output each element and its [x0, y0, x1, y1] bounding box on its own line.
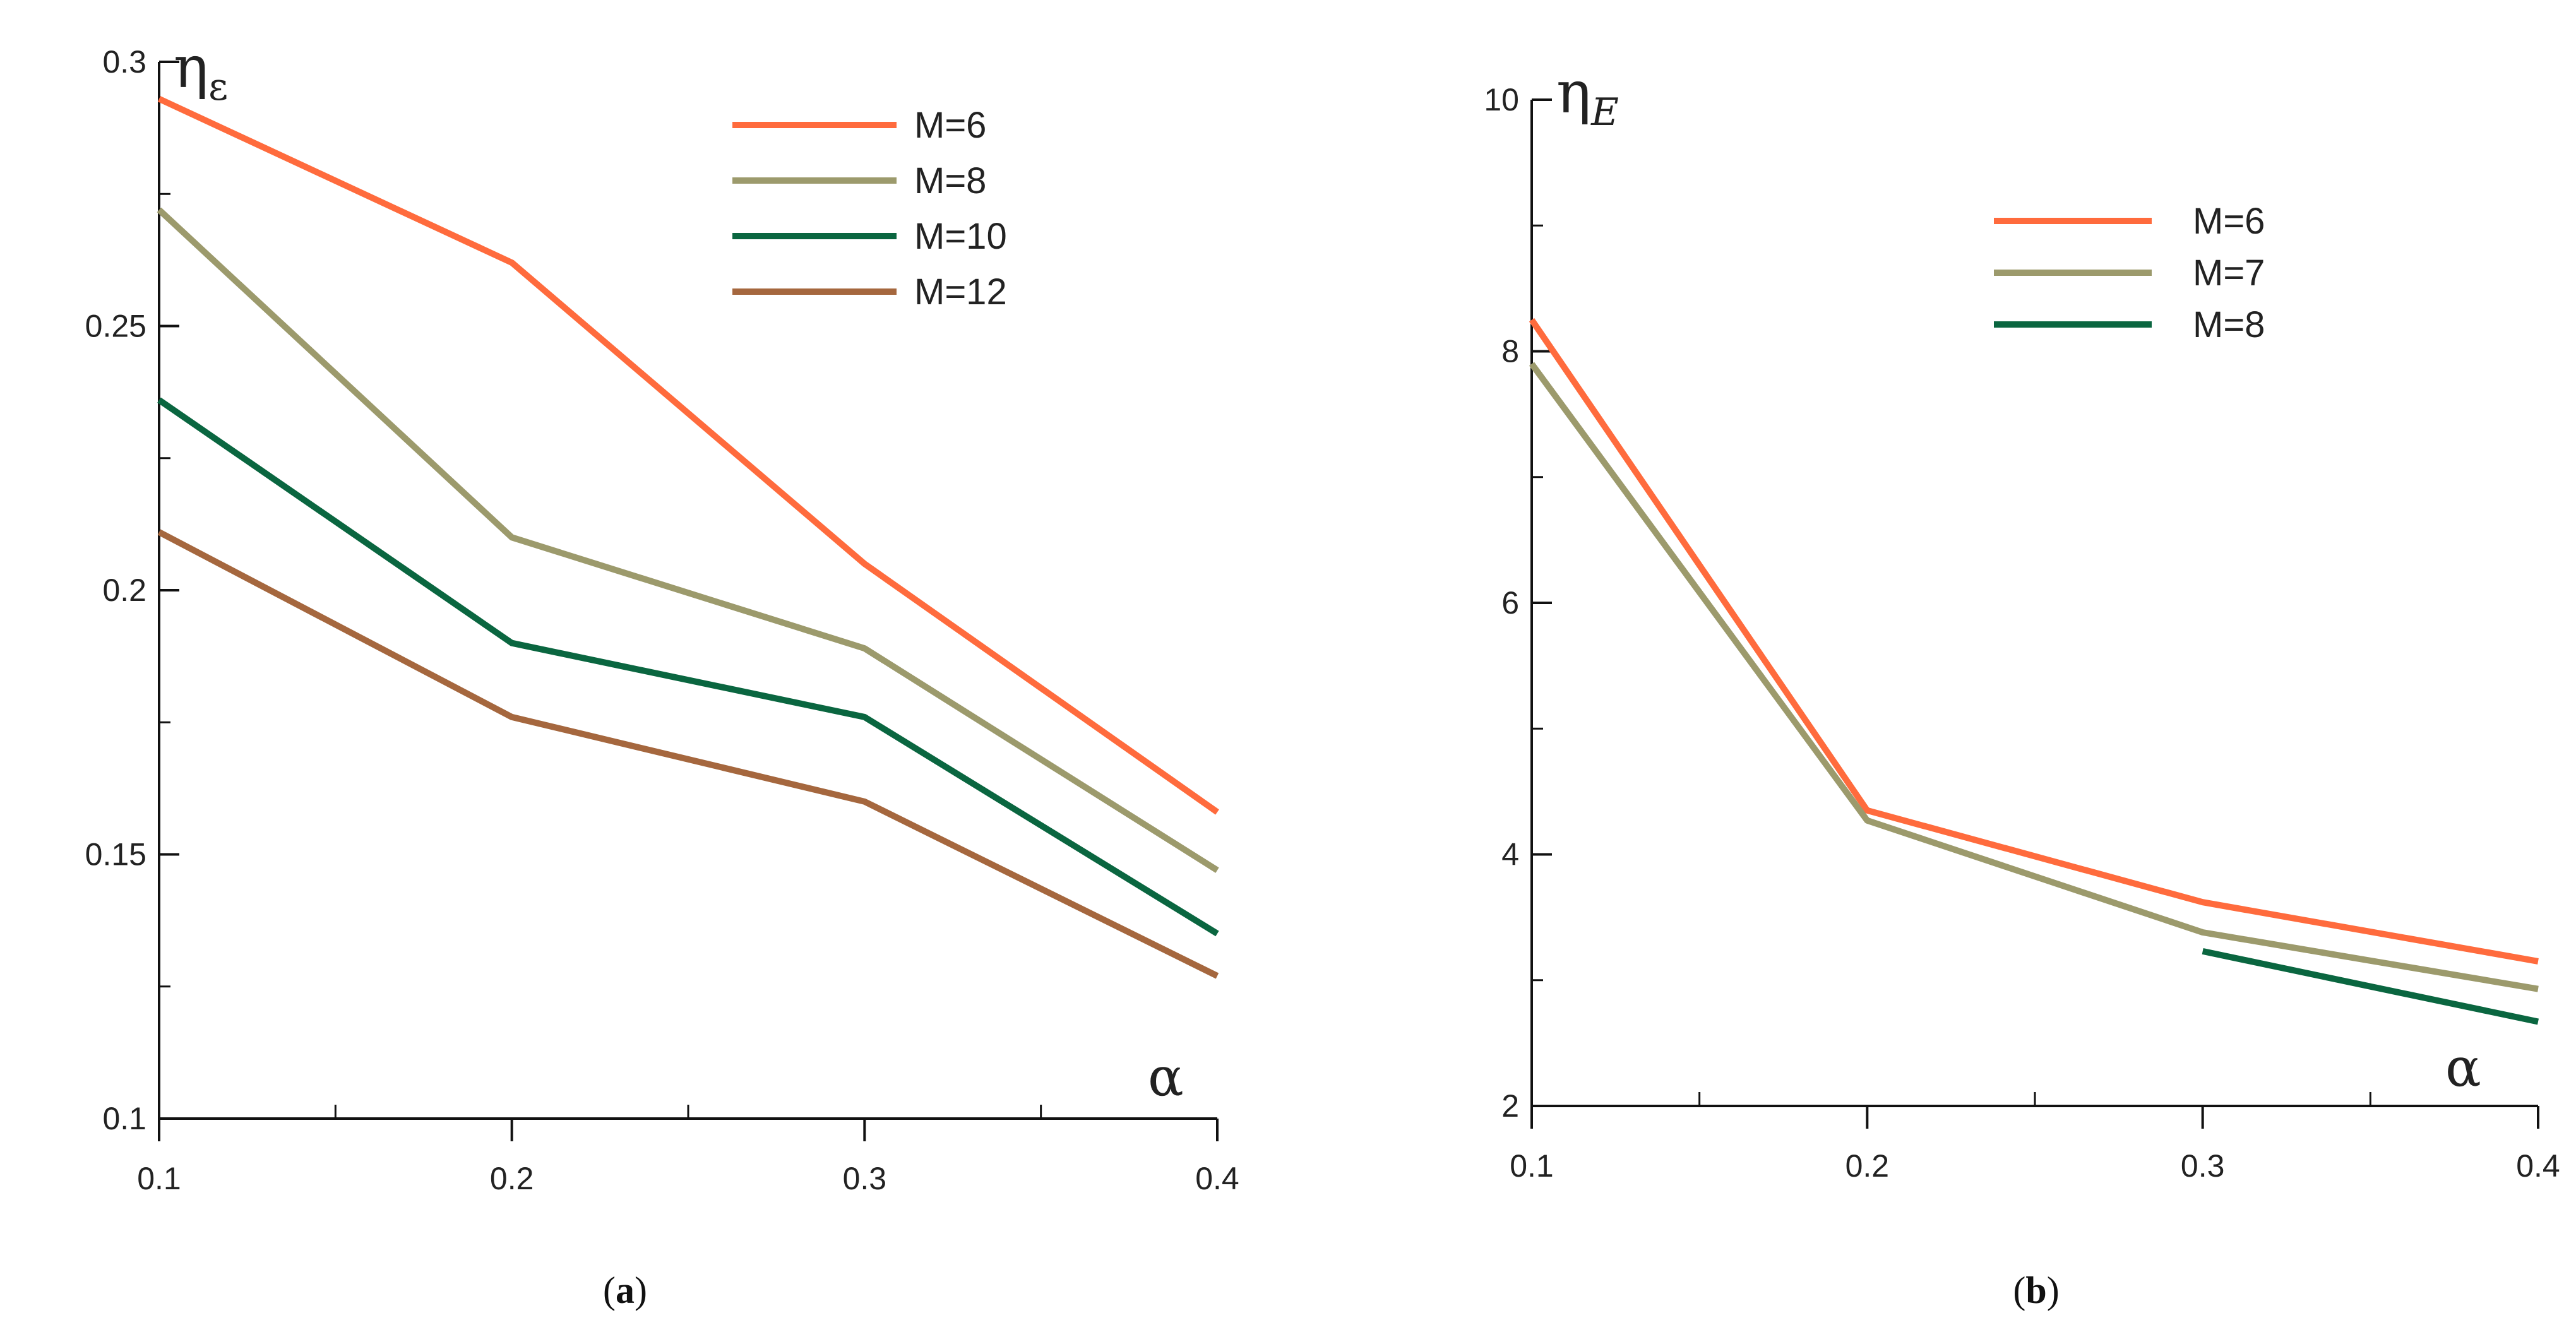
- chart-a: 0.1 0.15 0.2 0.25 0.3 0.1 0.2 0.3 0.4 ηε α M=6 M=8 M=…: [85, 33, 1239, 1311]
- series-line-m-8: [2202, 948, 2539, 1025]
- panel-caption-close: ): [2047, 1269, 2060, 1311]
- series-line-m-7: [1529, 362, 2539, 992]
- legend-label: M=7: [2193, 253, 2265, 294]
- y-tick-label: 0.1: [102, 1101, 146, 1136]
- x-tick-label: 0.2: [490, 1161, 534, 1196]
- legend-label: M=12: [914, 271, 1007, 312]
- legend-label: M=6: [2193, 201, 2265, 242]
- series-line-m-6: [157, 96, 1219, 815]
- x-tick-label: 0.2: [1846, 1148, 1890, 1184]
- series-line-m-6: [1529, 318, 2539, 965]
- x-axis-label: α: [1148, 1046, 1184, 1108]
- series-line-m-12: [157, 529, 1219, 979]
- y-tick-label: 0.2: [102, 573, 146, 608]
- x-axis-label: α: [2445, 1037, 2481, 1098]
- series-line-m-8: [157, 207, 1219, 873]
- y-tick-label: 2: [1501, 1088, 1519, 1124]
- panel-caption: (b): [2013, 1269, 2059, 1311]
- x-tick-label: 0.1: [1510, 1148, 1554, 1184]
- legend-label: M=6: [914, 105, 986, 146]
- series-line-m-10: [157, 397, 1219, 937]
- x-tick-label: 0.3: [843, 1161, 887, 1196]
- x-tick-label: 0.1: [137, 1161, 181, 1196]
- panel-caption-open: (: [603, 1269, 616, 1311]
- y-axis-label: ηε: [174, 33, 228, 109]
- panel-caption-letter: a: [616, 1269, 635, 1311]
- y-tick-label: 10: [1484, 82, 1519, 117]
- y-axis-label-main: η: [174, 33, 208, 101]
- x-tick-label: 0.3: [2181, 1148, 2225, 1184]
- legend-label: M=8: [914, 160, 986, 201]
- legend-label: M=8: [2193, 304, 2265, 345]
- y-tick-label: 0.3: [102, 44, 146, 80]
- panel-caption-open: (: [2013, 1269, 2025, 1311]
- y-tick-label: 0.15: [85, 837, 146, 872]
- y-tick-label: 0.25: [85, 309, 146, 344]
- x-tick-label: 0.4: [1195, 1161, 1239, 1196]
- panel-caption: (a): [603, 1269, 647, 1311]
- y-axis-label-main: η: [1556, 59, 1591, 126]
- y-axis-label: ηE: [1556, 59, 1619, 134]
- x-tick-label: 0.4: [2516, 1148, 2560, 1184]
- y-tick-label: 8: [1501, 334, 1519, 369]
- panel-caption-letter: b: [2025, 1269, 2046, 1311]
- legend-label: M=10: [914, 216, 1007, 257]
- y-axis-label-sub: E: [1590, 90, 1619, 134]
- y-axis-label-sub: ε: [208, 65, 228, 109]
- panel-caption-close: ): [635, 1269, 647, 1311]
- y-tick-label: 4: [1501, 837, 1519, 872]
- y-tick-label: 6: [1501, 585, 1519, 621]
